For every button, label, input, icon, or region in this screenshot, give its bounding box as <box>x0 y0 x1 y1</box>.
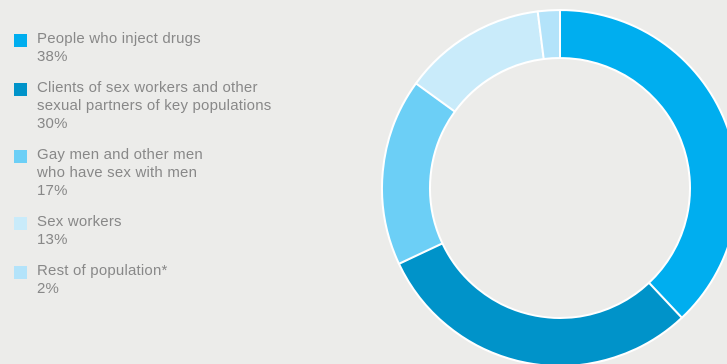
donut-slice <box>381 81 457 266</box>
legend-text: Gay men and other men who have sex with … <box>37 146 203 200</box>
donut-slice <box>397 242 684 364</box>
legend-text: Rest of population* 2% <box>37 262 168 298</box>
legend-value: 13% <box>37 231 68 248</box>
legend-item: Clients of sex workers and other sexual … <box>14 79 374 133</box>
legend-item: Gay men and other men who have sex with … <box>14 146 374 200</box>
legend-text: People who inject drugs 38% <box>37 30 201 66</box>
legend-label: People who inject drugs <box>37 30 201 47</box>
legend-swatch <box>14 217 27 230</box>
legend-label: Sex workers <box>37 213 122 230</box>
legend-label: Rest of population* <box>37 262 168 279</box>
legend-text: Clients of sex workers and other sexual … <box>37 79 271 133</box>
legend-value: 2% <box>37 280 60 297</box>
legend-swatch <box>14 83 27 96</box>
legend-item: Sex workers 13% <box>14 213 374 249</box>
legend-swatch <box>14 34 27 47</box>
donut-slice <box>414 10 545 113</box>
legend-label: Gay men and other men who have sex with … <box>37 146 203 181</box>
chart-legend: People who inject drugs 38% Clients of sex… <box>14 30 374 311</box>
legend-value: 30% <box>37 115 68 132</box>
legend-value: 17% <box>37 182 68 199</box>
legend-item: Rest of population* 2% <box>14 262 374 298</box>
legend-item: People who inject drugs 38% <box>14 30 374 66</box>
legend-label: Clients of sex workers and other sexual … <box>37 79 272 114</box>
legend-swatch <box>14 266 27 279</box>
legend-text: Sex workers 13% <box>37 213 122 249</box>
legend-value: 38% <box>37 48 68 65</box>
legend-swatch <box>14 150 27 163</box>
donut-slice <box>536 8 561 61</box>
donut-slice <box>559 8 727 320</box>
